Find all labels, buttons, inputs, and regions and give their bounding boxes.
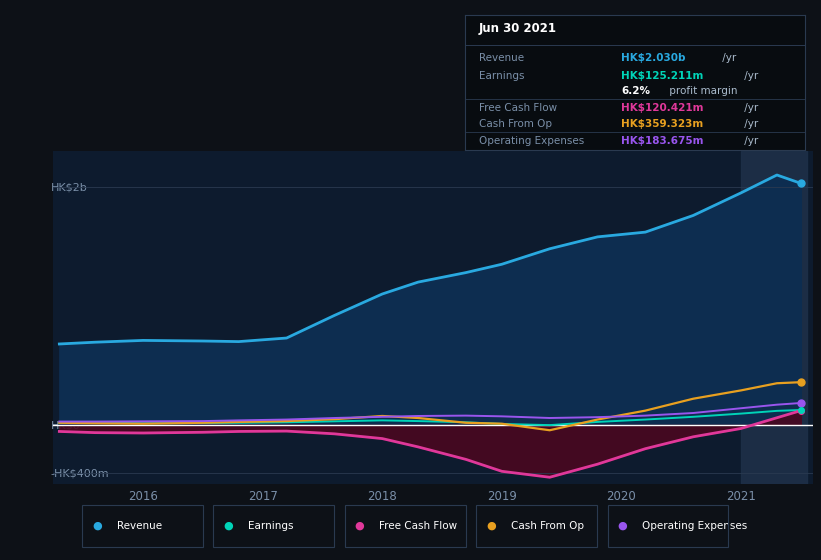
- Text: /yr: /yr: [741, 103, 759, 113]
- Text: HK$2.030b: HK$2.030b: [621, 53, 686, 63]
- Text: ●: ●: [617, 521, 627, 531]
- Text: Earnings: Earnings: [248, 521, 293, 531]
- Text: ●: ●: [355, 521, 365, 531]
- Text: 6.2%: 6.2%: [621, 86, 650, 96]
- Text: Free Cash Flow: Free Cash Flow: [479, 103, 557, 113]
- Text: Operating Expenses: Operating Expenses: [479, 136, 584, 146]
- Text: ●: ●: [223, 521, 233, 531]
- Text: Operating Expenses: Operating Expenses: [642, 521, 747, 531]
- Text: ●: ●: [92, 521, 102, 531]
- Text: Cash From Op: Cash From Op: [511, 521, 584, 531]
- Text: HK$183.675m: HK$183.675m: [621, 136, 704, 146]
- Text: Free Cash Flow: Free Cash Flow: [379, 521, 457, 531]
- Text: Revenue: Revenue: [479, 53, 524, 63]
- Text: HK$359.323m: HK$359.323m: [621, 119, 704, 129]
- Text: /yr: /yr: [719, 53, 736, 63]
- Text: Earnings: Earnings: [479, 71, 524, 81]
- Bar: [741, 151, 807, 484]
- Text: ●: ●: [486, 521, 496, 531]
- Text: /yr: /yr: [741, 136, 759, 146]
- Text: HK$125.211m: HK$125.211m: [621, 71, 704, 81]
- Text: /yr: /yr: [741, 71, 759, 81]
- Text: /yr: /yr: [741, 119, 759, 129]
- Text: Revenue: Revenue: [117, 521, 162, 531]
- Text: HK$120.421m: HK$120.421m: [621, 103, 704, 113]
- Text: Cash From Op: Cash From Op: [479, 119, 552, 129]
- Text: Jun 30 2021: Jun 30 2021: [479, 22, 557, 35]
- Text: profit margin: profit margin: [666, 86, 737, 96]
